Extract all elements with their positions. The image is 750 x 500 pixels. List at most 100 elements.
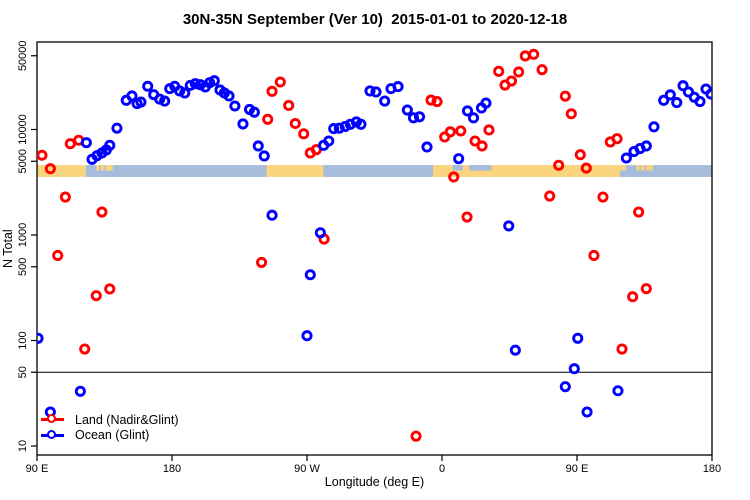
data-point bbox=[262, 113, 274, 125]
data-point bbox=[553, 159, 565, 171]
data-point bbox=[79, 343, 91, 355]
data-point bbox=[505, 75, 518, 87]
data-point bbox=[425, 94, 437, 106]
data-point bbox=[111, 122, 123, 134]
data-point bbox=[580, 162, 592, 174]
data-point bbox=[536, 64, 548, 76]
data-point bbox=[658, 94, 670, 106]
x-tick-label: 180 bbox=[703, 463, 721, 475]
data-point bbox=[255, 256, 268, 268]
y-tick-label: 1000 bbox=[17, 223, 29, 247]
data-point bbox=[453, 153, 465, 165]
legend-item-land: Land (Nadir&Glint) bbox=[41, 412, 179, 428]
data-point bbox=[493, 65, 505, 77]
data-point bbox=[229, 100, 241, 112]
data-point bbox=[469, 135, 481, 147]
y-tick-label: 50 bbox=[17, 366, 29, 378]
map-band-ocean bbox=[469, 165, 492, 171]
y-tick-label: 5000 bbox=[17, 149, 29, 173]
data-point bbox=[237, 118, 249, 130]
x-tick-label: 0 bbox=[439, 463, 445, 475]
legend: Land (Nadir&Glint) Ocean (Glint) bbox=[41, 412, 179, 443]
map-band-land bbox=[266, 165, 324, 177]
data-point bbox=[90, 290, 102, 302]
map-band-ocean bbox=[619, 170, 626, 177]
data-point bbox=[640, 140, 652, 152]
data-point bbox=[223, 90, 235, 102]
data-point bbox=[52, 249, 64, 261]
data-point bbox=[283, 99, 295, 112]
data-point bbox=[135, 96, 147, 108]
data-point bbox=[323, 135, 335, 147]
data-point bbox=[574, 149, 586, 161]
data-point bbox=[104, 139, 116, 151]
data-point bbox=[333, 122, 345, 134]
map-band-ocean bbox=[113, 165, 267, 177]
y-axis-title: N Total bbox=[1, 229, 15, 268]
data-point bbox=[159, 95, 171, 107]
data-point bbox=[627, 291, 639, 303]
data-point bbox=[633, 206, 645, 218]
data-point bbox=[59, 191, 71, 203]
data-point bbox=[705, 88, 712, 100]
y-tick-label: 500 bbox=[17, 258, 29, 276]
data-point bbox=[64, 138, 76, 150]
data-point bbox=[448, 171, 460, 183]
data-point bbox=[616, 343, 628, 355]
data-point bbox=[298, 128, 310, 140]
data-point bbox=[407, 112, 420, 124]
x-tick-label: 180 bbox=[163, 463, 181, 475]
data-point bbox=[588, 249, 600, 261]
map-band-land bbox=[640, 165, 645, 171]
data-point bbox=[37, 332, 44, 344]
data-point bbox=[328, 123, 340, 135]
data-point bbox=[266, 209, 278, 221]
map-band-land bbox=[100, 165, 105, 171]
data-point bbox=[44, 163, 56, 175]
map-band-land bbox=[433, 165, 626, 177]
data-point bbox=[355, 118, 367, 130]
data-point bbox=[314, 227, 326, 239]
data-point bbox=[544, 190, 556, 202]
map-band-ocean bbox=[452, 165, 463, 171]
data-point bbox=[444, 126, 456, 138]
map-band-ocean bbox=[625, 165, 712, 177]
data-point bbox=[410, 430, 422, 442]
data-point bbox=[597, 191, 609, 203]
x-axis-title: Longitude (deg E) bbox=[324, 475, 425, 489]
map-band-land bbox=[646, 165, 653, 171]
map-band-ocean bbox=[85, 165, 114, 177]
data-point bbox=[37, 149, 48, 161]
data-point bbox=[640, 283, 652, 295]
data-point bbox=[301, 330, 313, 342]
data-point bbox=[528, 48, 540, 60]
data-point bbox=[304, 269, 316, 281]
data-point bbox=[413, 111, 426, 123]
y-tick-label: 100 bbox=[17, 331, 29, 349]
data-point bbox=[480, 97, 492, 109]
data-point bbox=[565, 108, 577, 120]
data-point bbox=[648, 121, 660, 133]
data-point bbox=[509, 344, 521, 356]
data-point bbox=[559, 381, 571, 393]
data-point bbox=[461, 105, 474, 117]
data-point bbox=[620, 152, 632, 164]
data-point bbox=[467, 112, 480, 124]
data-point bbox=[392, 81, 404, 93]
map-band-land bbox=[37, 165, 86, 177]
data-point bbox=[274, 76, 286, 88]
data-point bbox=[289, 117, 301, 130]
data-point bbox=[513, 66, 525, 78]
data-point bbox=[74, 385, 86, 397]
x-tick-label: 90 W bbox=[294, 463, 320, 475]
data-point bbox=[503, 220, 515, 232]
data-point bbox=[189, 78, 201, 90]
plot-border bbox=[36, 41, 713, 456]
data-point bbox=[611, 133, 623, 145]
x-tick-label: 90 E bbox=[26, 463, 49, 475]
data-point bbox=[252, 140, 264, 152]
legend-item-ocean: Ocean (Glint) bbox=[41, 428, 179, 444]
data-point bbox=[694, 96, 706, 108]
